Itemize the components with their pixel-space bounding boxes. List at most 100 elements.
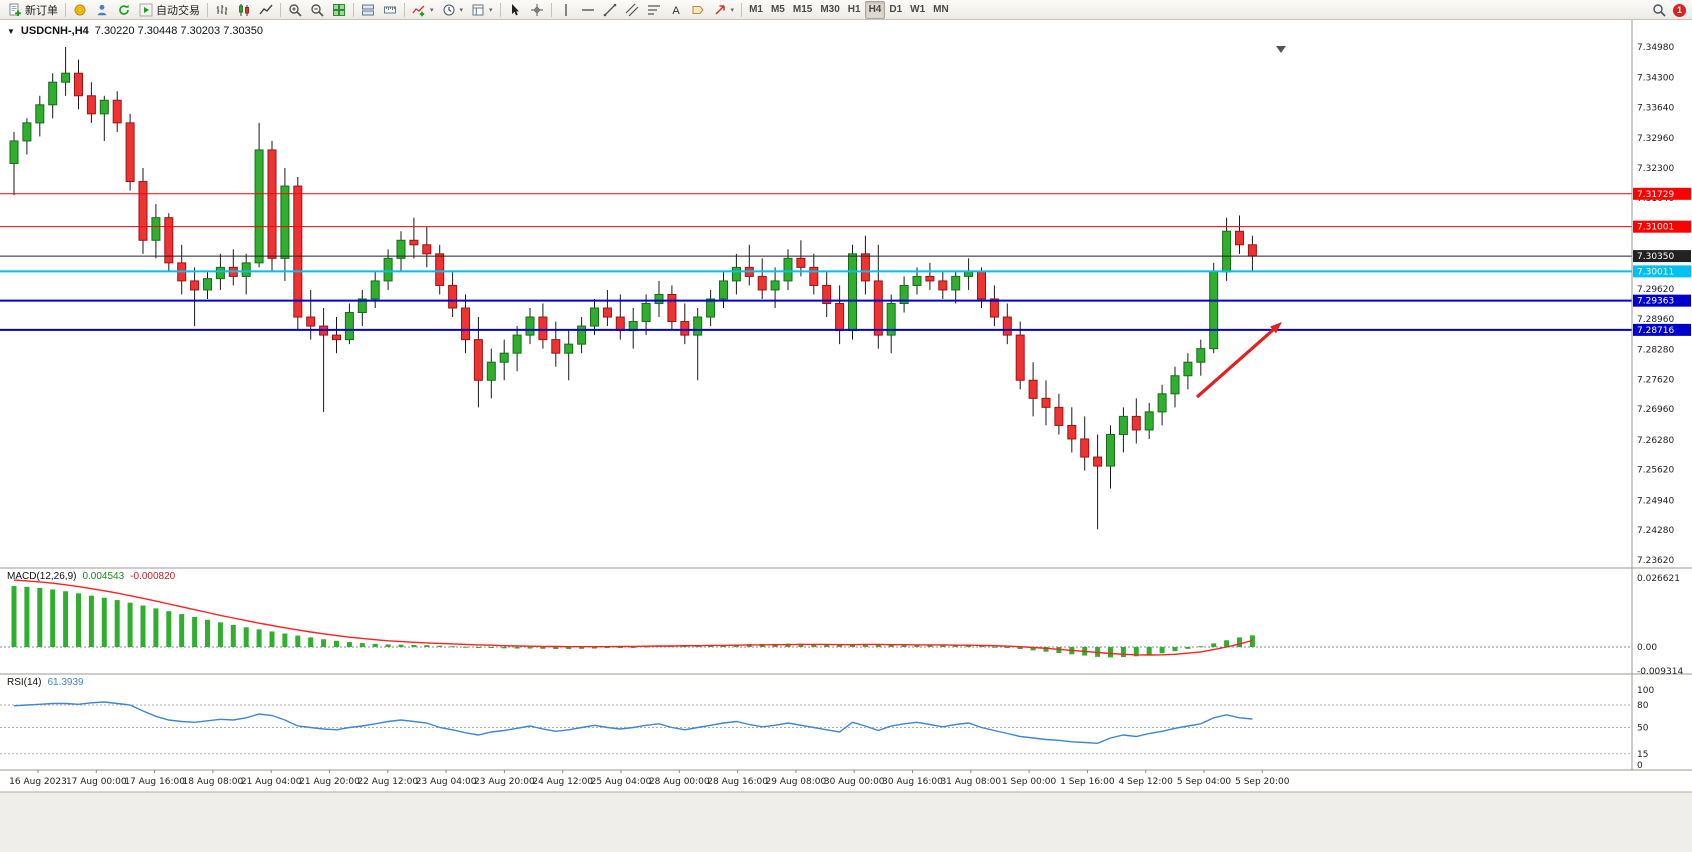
zoom-out-button[interactable] (306, 1, 328, 19)
timeframe-d1[interactable]: D1 (885, 1, 906, 19)
fixed-scale-button[interactable] (379, 1, 401, 19)
line-chart-button[interactable] (255, 1, 277, 19)
accounts-button[interactable] (91, 1, 113, 19)
grid-icon (332, 3, 346, 17)
indicators-button[interactable]: ▾ (408, 1, 438, 19)
chart-window: 7.349807.343007.336407.329607.323007.316… (0, 20, 1692, 852)
horizontal-line-button[interactable] (577, 1, 599, 19)
toolbar-right: 1 (1652, 0, 1686, 20)
timeframe-label: M30 (820, 4, 840, 15)
trend-arrow[interactable] (1195, 322, 1282, 399)
svg-text:1 Sep 00:00: 1 Sep 00:00 (1002, 777, 1057, 787)
timeframe-h1[interactable]: H1 (844, 1, 865, 19)
coin-icon (73, 3, 87, 17)
play-icon (139, 3, 153, 17)
candlestick-chart-button[interactable] (233, 1, 255, 19)
cursor-button[interactable] (504, 1, 526, 19)
macd-panel[interactable]: 0.026621 0.00 -0.009314 (0, 574, 1683, 677)
svg-text:7.34300: 7.34300 (1637, 74, 1674, 84)
tile-windows-button[interactable] (328, 1, 350, 19)
market-watch-button[interactable] (69, 1, 91, 19)
macd-signal-value: -0.000820 (130, 571, 176, 582)
caret-down-icon: ▾ (430, 6, 434, 14)
chart-title-bar: ▼ USDCNH-,H4 7.30220 7.30448 7.30203 7.3… (7, 25, 263, 37)
rsi-panel[interactable]: 100 80 50 150 (0, 686, 1654, 771)
svg-text:28 Aug 00:00: 28 Aug 00:00 (649, 777, 710, 787)
text-button[interactable]: A (665, 1, 687, 19)
toolbar-separator (550, 2, 552, 17)
caret-down-icon: ▾ (730, 6, 735, 14)
svg-text:A: A (672, 5, 680, 17)
svg-text:30 Aug 16:00: 30 Aug 16:00 (882, 777, 943, 787)
trendline-button[interactable] (599, 1, 621, 19)
toolbar-separator (404, 2, 405, 17)
price-level-line[interactable]: 7.31729 (0, 187, 1691, 200)
price-level-line[interactable]: 7.29363 (0, 294, 1691, 307)
svg-text:22 Aug 12:00: 22 Aug 12:00 (357, 777, 418, 787)
trend-icon (603, 3, 617, 17)
bar-chart-button[interactable] (211, 1, 233, 19)
svg-text:7.29363: 7.29363 (1637, 297, 1674, 307)
svg-text:7.28960: 7.28960 (1637, 315, 1674, 325)
timeframe-mn[interactable]: MN (929, 1, 953, 19)
text-a-icon: A (669, 3, 683, 17)
timeframe-m1[interactable]: M1 (745, 1, 767, 19)
auto-arrange-button[interactable] (357, 1, 379, 19)
price-level-badge (1633, 265, 1691, 278)
scale-icon (383, 3, 397, 17)
fibo-icon (647, 3, 661, 17)
timeframe-m15[interactable]: M15 (789, 1, 816, 19)
button-label: 新订单 (25, 4, 58, 17)
rsi-name: RSI(14) (7, 677, 42, 688)
crosshair-button[interactable] (526, 1, 548, 19)
svg-text:7.32960: 7.32960 (1637, 134, 1674, 144)
fibonacci-button[interactable] (643, 1, 665, 19)
zoom-in-button[interactable] (284, 1, 306, 19)
timeframe-h4[interactable]: H4 (864, 0, 886, 19)
svg-text:5 Sep 20:00: 5 Sep 20:00 (1235, 777, 1290, 787)
arrows-button[interactable]: ▾ (709, 1, 739, 19)
svg-text:7.26280: 7.26280 (1637, 436, 1674, 446)
bars-icon (215, 3, 229, 17)
templates-button[interactable]: ▾ (467, 1, 497, 19)
autotrading-button[interactable]: 自动交易 (135, 1, 204, 19)
new-order-button[interactable]: 新订单 (4, 1, 62, 19)
periods-button[interactable]: ▾ (438, 1, 468, 19)
chart-ohlc-values: 7.30220 7.30448 7.30203 7.30350 (94, 25, 263, 37)
timeframe-m30[interactable]: M30 (816, 1, 843, 19)
svg-text:7.23620: 7.23620 (1637, 556, 1674, 566)
channel-button[interactable] (621, 1, 643, 19)
candle-icon (237, 3, 251, 17)
price-level-badge (1633, 323, 1691, 336)
svg-text:0: 0 (1637, 761, 1643, 771)
refresh-button[interactable] (113, 1, 135, 19)
toolbar-separator (65, 2, 66, 17)
price-level-line[interactable]: 7.31001 (0, 220, 1691, 233)
price-level-line[interactable]: 7.28716 (0, 323, 1691, 336)
template-icon (471, 3, 485, 17)
channel-icon (625, 3, 639, 17)
price-level-line[interactable]: 7.30350 (0, 250, 1691, 263)
timeframe-m5[interactable]: M5 (767, 1, 789, 19)
vline-icon (559, 3, 573, 17)
toolbar-separator (207, 2, 208, 17)
chart-shift-marker[interactable] (1276, 46, 1286, 53)
chart-canvas[interactable]: 7.349807.343007.336407.329607.323007.316… (0, 20, 1692, 852)
arrow-ne-icon (713, 3, 727, 17)
zoom-out-icon (310, 3, 324, 17)
timeframe-w1[interactable]: W1 (906, 1, 929, 19)
notification-badge[interactable]: 1 (1673, 3, 1686, 17)
price-level-badge (1633, 187, 1691, 200)
chart-menu-caret-icon[interactable]: ▼ (7, 26, 15, 36)
caret-down-icon: ▾ (489, 6, 493, 14)
vertical-line-button[interactable] (555, 1, 577, 19)
svg-text:7.33640: 7.33640 (1637, 104, 1674, 114)
svg-text:7.24940: 7.24940 (1637, 496, 1674, 506)
search-button[interactable] (1652, 3, 1666, 17)
label-button[interactable] (687, 1, 709, 19)
svg-text:7.31001: 7.31001 (1637, 223, 1674, 233)
svg-text:7.27620: 7.27620 (1637, 375, 1674, 385)
price-level-line[interactable]: 7.30011 (0, 265, 1691, 278)
doc-plus-icon (8, 3, 22, 17)
